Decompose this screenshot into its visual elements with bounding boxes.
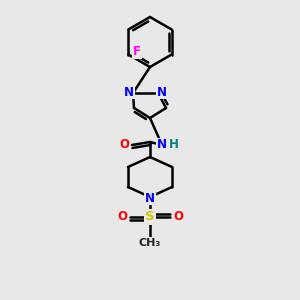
Text: F: F [133, 45, 141, 58]
Text: N: N [157, 85, 167, 98]
Text: H: H [169, 139, 179, 152]
Text: S: S [145, 211, 155, 224]
Text: O: O [173, 211, 183, 224]
Text: N: N [124, 85, 134, 98]
Text: N: N [145, 191, 155, 205]
Text: O: O [117, 211, 127, 224]
Text: CH₃: CH₃ [139, 238, 161, 248]
Text: N: N [157, 139, 167, 152]
Text: O: O [119, 139, 129, 152]
